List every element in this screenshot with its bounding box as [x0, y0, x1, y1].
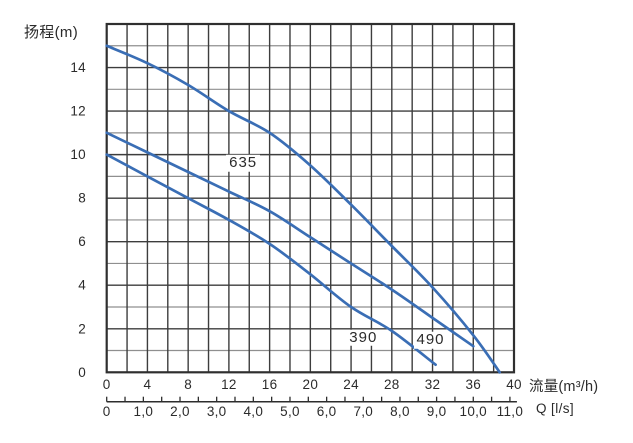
x-tick-label: 28 [384, 377, 400, 392]
curve-label-490: 490 [413, 331, 448, 349]
x-tick-label: 40 [506, 377, 522, 392]
curve-635 [105, 44, 502, 374]
x2-tick-label: 1,0 [134, 404, 154, 419]
x-tick-label: 16 [262, 377, 278, 392]
y-tick-label: 10 [70, 147, 86, 162]
y-tick-label: 2 [78, 321, 86, 336]
x-tick-label: 24 [343, 377, 359, 392]
x2-axis-title: Q [l/s] [536, 401, 575, 416]
x-tick-label: 8 [184, 377, 192, 392]
x2-tick-label: 9,0 [427, 404, 447, 419]
x2-tick-label: 3,0 [207, 404, 227, 419]
y-tick-label: 0 [78, 365, 86, 380]
x2-tick-label: 2,0 [170, 404, 190, 419]
x2-tick-label: 10,0 [460, 404, 487, 419]
x-tick-label: 0 [103, 377, 111, 392]
x-tick-label: 36 [465, 377, 481, 392]
x2-tick-label: 0 [103, 404, 111, 419]
x2-tick-label: 4,0 [243, 404, 263, 419]
x2-tick-label: 8,0 [390, 404, 410, 419]
y-axis-title: 扬程(m) [24, 24, 78, 41]
x-tick-label: 12 [221, 377, 237, 392]
x2-tick-label: 7,0 [353, 404, 373, 419]
y-tick-label: 4 [78, 278, 86, 293]
x-tick-label: 4 [144, 377, 152, 392]
x-axis-title: 流量(m³/h) [529, 379, 599, 395]
curve-390 [105, 153, 437, 367]
curve-490 [105, 131, 475, 348]
x2-tick-label: 6,0 [317, 404, 337, 419]
curve-label-635: 635 [226, 155, 261, 172]
x2-tick-label: 5,0 [280, 404, 300, 419]
y-tick-label: 14 [70, 60, 86, 75]
y-tick-label: 12 [70, 104, 86, 119]
x-tick-label: 20 [303, 377, 319, 392]
curve-label-390: 390 [346, 329, 381, 347]
x2-tick-label: 11,0 [497, 404, 523, 419]
plot-border [105, 22, 516, 374]
y-tick-label: 6 [78, 234, 86, 249]
y-tick-label: 8 [78, 191, 86, 206]
x-tick-label: 32 [425, 377, 441, 392]
